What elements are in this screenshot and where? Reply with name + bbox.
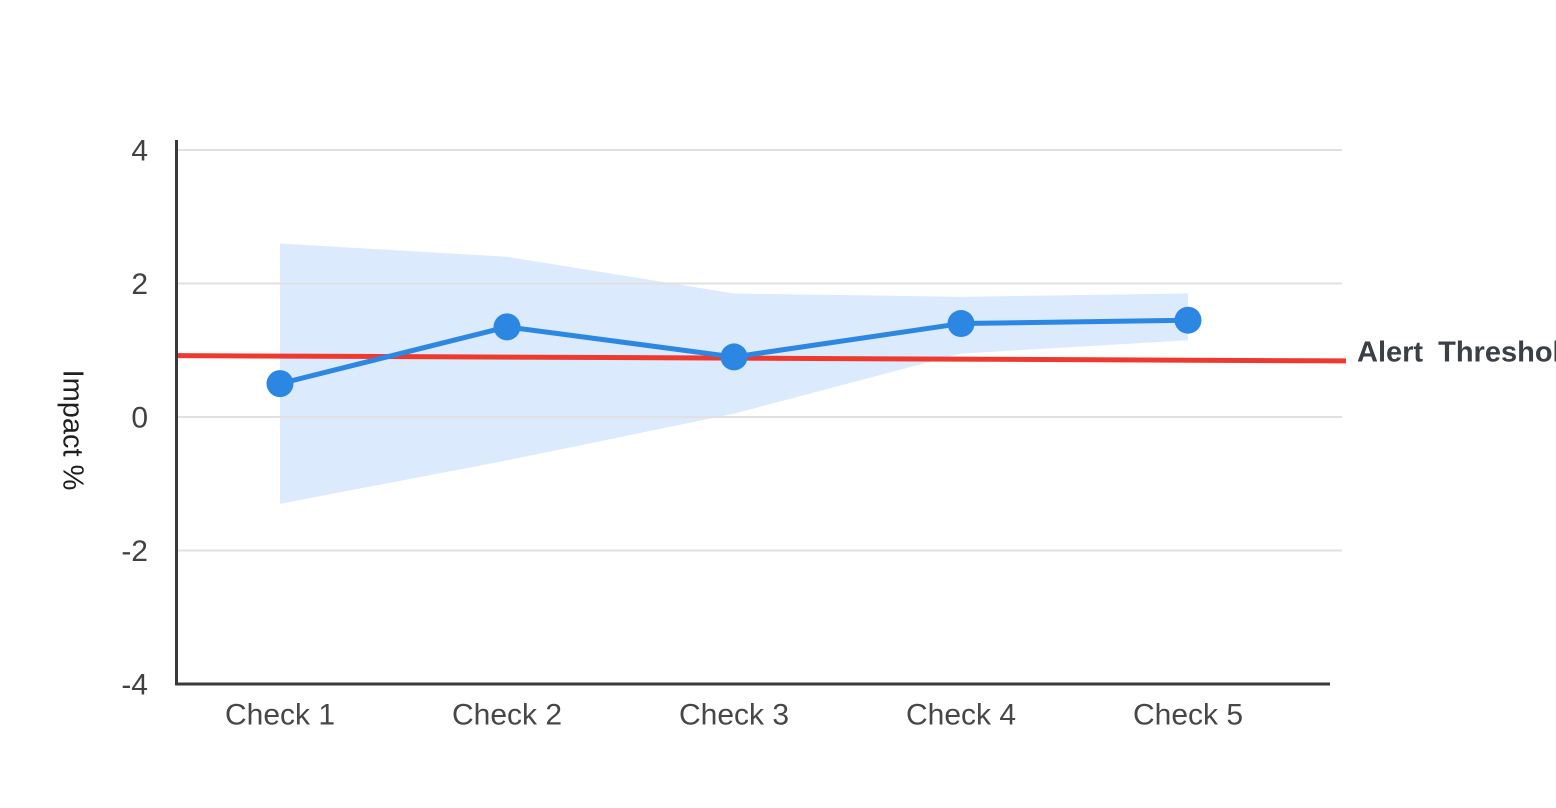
y-tick-label: -2	[121, 535, 148, 568]
confidence-band	[280, 243, 1188, 504]
data-point-check-5	[1174, 306, 1202, 334]
alert-threshold-line	[176, 353, 1347, 364]
y-tick-label: 2	[131, 268, 148, 301]
x-tick-label: Check 5	[1133, 699, 1243, 732]
data-point-check-2	[493, 313, 521, 341]
x-tick-label: Check 1	[225, 699, 335, 732]
y-tick-label: 0	[131, 402, 148, 435]
alert-threshold-annotation: Alert Threshold	[1357, 336, 1556, 369]
x-tick-label: Check 2	[452, 699, 562, 732]
x-tick-label: Check 4	[906, 699, 1016, 732]
data-point-check-3	[720, 343, 748, 371]
y-axis-title: Impact %	[56, 369, 89, 491]
x-tick-label: Check 3	[679, 699, 789, 732]
data-point-check-4	[947, 310, 975, 338]
y-tick-label: -4	[121, 669, 148, 702]
data-point-check-1	[266, 370, 294, 398]
y-tick-label: 4	[131, 135, 148, 168]
